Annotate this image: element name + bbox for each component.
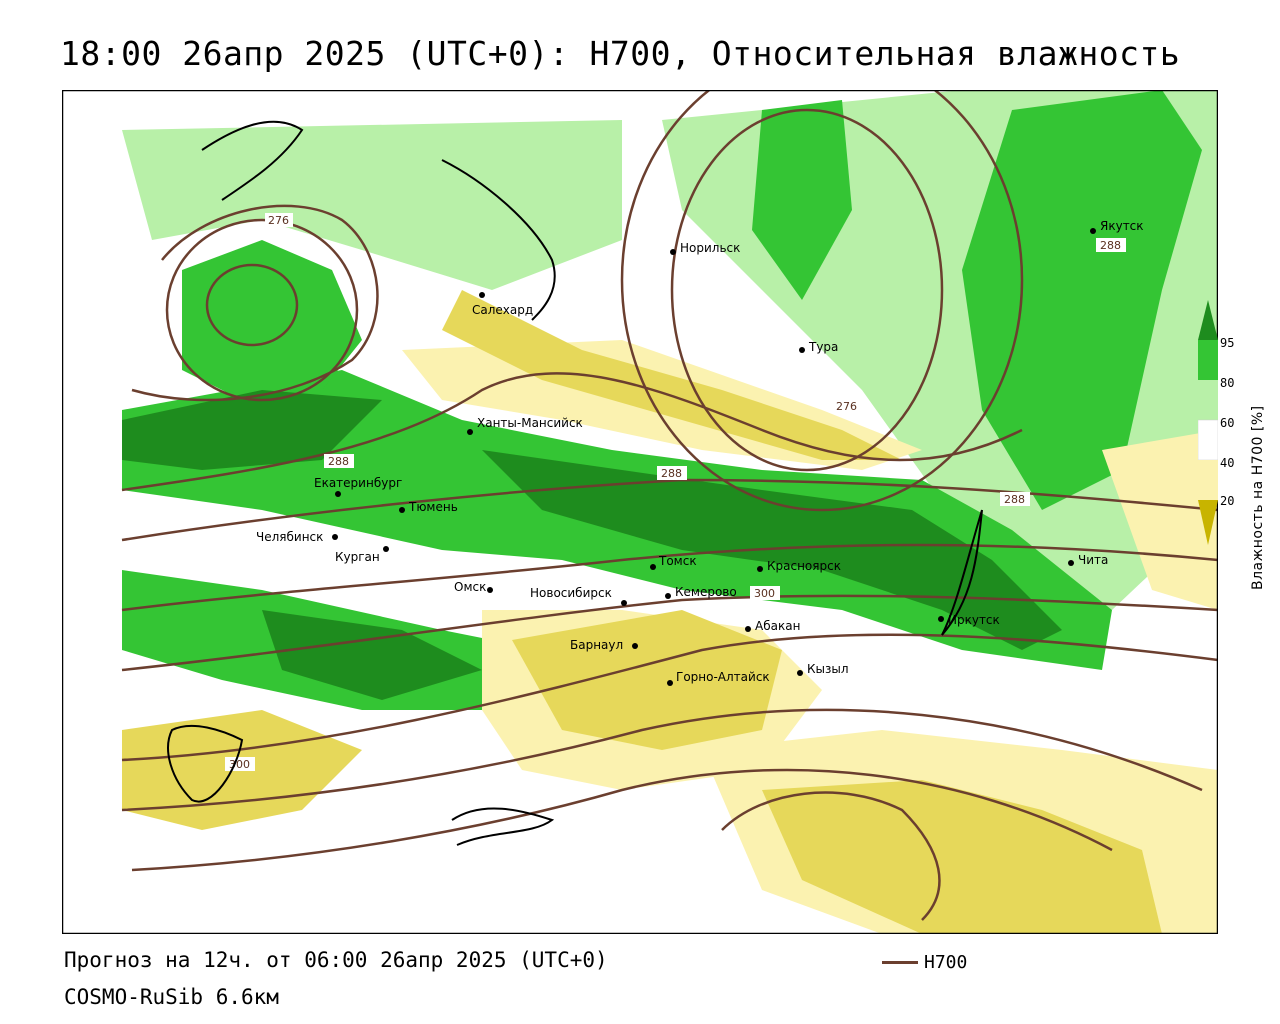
city-kemerovo: Кемерово xyxy=(665,585,737,599)
svg-text:Салехард: Салехард xyxy=(472,303,533,317)
model-name: COSMO-RuSib 6.6км xyxy=(64,985,279,1009)
svg-text:Омск: Омск xyxy=(454,580,486,594)
coastlines xyxy=(167,120,983,846)
contour-label: 288 xyxy=(1004,493,1025,506)
city-abakan: Абакан xyxy=(745,619,800,633)
city-barnaul: Барнаул xyxy=(570,638,638,652)
svg-text:Горно-Алтайск: Горно-Алтайск xyxy=(676,670,770,684)
city-krasnoyarsk: Красноярск xyxy=(757,559,841,573)
humidity-fields xyxy=(122,90,1218,934)
legend-colorbar xyxy=(1198,300,1218,545)
svg-text:Томск: Томск xyxy=(658,554,697,568)
city-kyzyl: Кызыл xyxy=(797,662,849,676)
svg-text:Иркутск: Иркутск xyxy=(948,613,1000,627)
city-tomsk: Томск xyxy=(650,554,697,570)
chart-title: 18:00 26апр 2025 (UTC+0): H700, Относите… xyxy=(60,34,1181,73)
svg-text:Якутск: Якутск xyxy=(1100,219,1144,233)
humidity-map: 276 288 276 288 288 288 300 300 Якутск Н… xyxy=(62,90,1218,934)
legend-tick: 20 xyxy=(1220,494,1235,508)
city-chelyabinsk: Челябинск xyxy=(256,530,338,544)
city-irkutsk: Иркутск xyxy=(938,613,1000,627)
city-tyumen: Тюмень xyxy=(399,500,458,514)
city-salekhard: Салехард xyxy=(472,292,533,317)
legend-tick: 60 xyxy=(1220,416,1235,430)
svg-text:Екатеринбург: Екатеринбург xyxy=(314,476,402,490)
svg-text:Барнаул: Барнаул xyxy=(570,638,623,652)
contour-key-label: H700 xyxy=(924,952,968,973)
legend-tick: 40 xyxy=(1220,456,1235,470)
svg-text:Кызыл: Кызыл xyxy=(807,662,849,676)
svg-text:Новосибирск: Новосибирск xyxy=(530,586,612,600)
city-novosibirsk: Новосибирск xyxy=(530,586,627,606)
svg-text:Кемерово: Кемерово xyxy=(675,585,737,599)
legend-tick: 80 xyxy=(1220,376,1235,390)
svg-text:Ханты-Мансийск: Ханты-Мансийск xyxy=(477,416,583,430)
contour-label: 288 xyxy=(1100,239,1121,252)
city-gorno-altaysk: Горно-Алтайск xyxy=(667,670,770,686)
legend-title: Влажность на H700 [%] xyxy=(1250,405,1266,590)
city-norilsk: Норильск xyxy=(670,241,740,255)
svg-text:Чита: Чита xyxy=(1078,553,1108,567)
contour-label: 300 xyxy=(754,587,775,600)
city-omsk: Омск xyxy=(454,580,493,594)
contour-labels: 276 288 276 288 288 288 300 300 xyxy=(225,213,1126,771)
contour-label: 276 xyxy=(836,400,857,413)
contour-label: 288 xyxy=(661,467,682,480)
h700-contours xyxy=(121,90,1218,921)
svg-text:Красноярск: Красноярск xyxy=(767,559,841,573)
contour-key: H700 xyxy=(882,952,967,973)
svg-text:Тюмень: Тюмень xyxy=(408,500,458,514)
city-kurgan: Курган xyxy=(335,546,389,564)
city-chita: Чита xyxy=(1068,553,1108,567)
svg-text:Абакан: Абакан xyxy=(755,619,800,633)
city-tura: Тура xyxy=(799,340,838,354)
city-yakutsk: Якутск xyxy=(1090,219,1144,234)
svg-text:Курган: Курган xyxy=(335,550,380,564)
cities: Якутск Норильск Салехард Тура Ханты-Манс… xyxy=(256,219,1144,686)
contour-label: 276 xyxy=(268,214,289,227)
contour-label: 288 xyxy=(328,455,349,468)
svg-text:Тура: Тура xyxy=(808,340,838,354)
city-khanty-mansiysk: Ханты-Мансийск xyxy=(467,416,583,435)
forecast-info: Прогноз на 12ч. от 06:00 26апр 2025 (UTC… xyxy=(64,948,608,972)
legend-tick: 95 xyxy=(1220,336,1235,350)
contour-key-line xyxy=(882,961,918,964)
svg-text:Норильск: Норильск xyxy=(680,241,740,255)
city-yekaterinburg: Екатеринбург xyxy=(314,476,402,497)
svg-text:Челябинск: Челябинск xyxy=(256,530,323,544)
